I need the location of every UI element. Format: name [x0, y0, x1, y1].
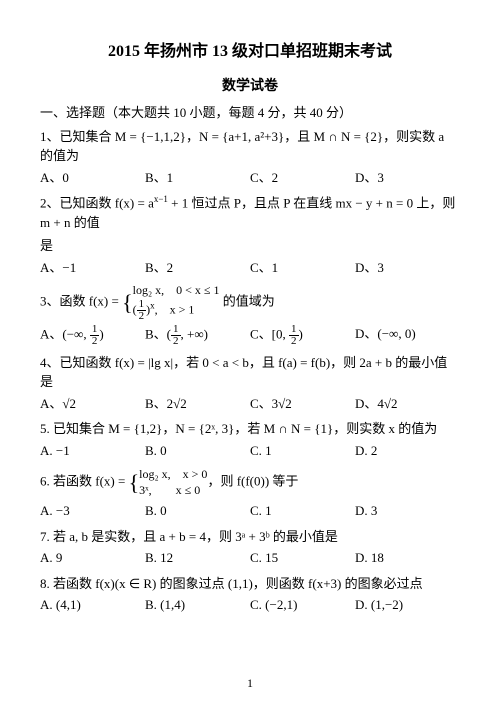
q3-opt-d: D、(−∞, 0): [355, 324, 460, 347]
q8-opt-a: A. (4,1): [40, 595, 145, 615]
q6-options: A. −3 B. 0 C. 1 D. 3: [40, 501, 460, 521]
section-1-heading: 一、选择题（本大题共 10 小题，每题 4 分，共 40 分）: [40, 103, 460, 123]
q7-opt-b: B. 12: [145, 548, 250, 568]
q5-stem: 5. 已知集合 M = {1,2}，N = {2ˣ, 3}，若 M ∩ N = …: [40, 419, 460, 439]
q6-piece-1: log₂ x, x > 0: [139, 467, 207, 483]
q4-opt-d: D、4√2: [355, 394, 460, 414]
q3-a-a: A、(−∞,: [40, 326, 90, 341]
q4-opt-b: B、2√2: [145, 394, 250, 414]
q3-opt-a: A、(−∞, 12): [40, 324, 145, 347]
q3-c-b: ): [299, 326, 303, 341]
q3-b-a: B、(: [145, 326, 171, 341]
q4-opt-c: C、3√2: [250, 394, 355, 414]
q6-stem-b: ，则 f(f(0)) 等于: [207, 474, 298, 489]
q2-stem-c: 是: [40, 236, 460, 256]
q4-opt-a: A、√2: [40, 394, 145, 414]
q2-stem: 2、已知函数 f(x) = ax−1 + 1 恒过点 P，且点 P 在直线 mx…: [40, 193, 460, 232]
q2-opt-d: D、3: [355, 258, 460, 278]
q6-opt-c: C. 1: [250, 501, 355, 521]
q5-opt-b: B. 0: [145, 441, 250, 461]
q2-opt-b: B、2: [145, 258, 250, 278]
q4-options: A、√2 B、2√2 C、3√2 D、4√2: [40, 394, 460, 414]
q2-opt-c: C、1: [250, 258, 355, 278]
q6-piece-2: 3ˣ, x ≤ 0: [139, 483, 207, 499]
page-number: 1: [0, 674, 500, 692]
q6-opt-d: D. 3: [355, 501, 460, 521]
left-brace-icon: {: [122, 290, 133, 315]
q7-opt-a: A. 9: [40, 548, 145, 568]
left-brace-icon: {: [129, 470, 140, 495]
q8-opt-b: B. (1,4): [145, 595, 250, 615]
q3-piecewise: log₂ x, 0 < x ≤ 1 (12)x, x > 1: [133, 283, 220, 322]
q5-opt-a: A. −1: [40, 441, 145, 461]
q2-options: A、−1 B、2 C、1 D、3: [40, 258, 460, 278]
q3-piece-2: (12)x, x > 1: [133, 299, 220, 322]
q1-opt-c: C、2: [250, 168, 355, 188]
q5-opt-d: D. 2: [355, 441, 460, 461]
q5-options: A. −1 B. 0 C. 1 D. 2: [40, 441, 460, 461]
q5-opt-c: C. 1: [250, 441, 355, 461]
q8-stem: 8. 若函数 f(x)(x ∈ R) 的图象过点 (1,1)，则函数 f(x+3…: [40, 574, 460, 594]
q1-options: A、0 B、1 C、2 D、3: [40, 168, 460, 188]
q7-opt-d: D. 18: [355, 548, 460, 568]
q3-stem-a: 3、函数 f(x) =: [40, 294, 122, 309]
exam-subtitle: 数学试卷: [40, 76, 460, 97]
q3-p2tail: , x > 1: [155, 302, 195, 316]
q3-c-a: C、[0,: [250, 326, 289, 341]
q3-piece-1: log₂ x, 0 < x ≤ 1: [133, 283, 220, 299]
q2-opt-a: A、−1: [40, 258, 145, 278]
q7-stem: 7. 若 a, b 是实数，且 a + b = 4，则 3ᵃ + 3ᵇ 的最小值…: [40, 527, 460, 547]
q3-a-b: ): [99, 326, 103, 341]
q7-options: A. 9 B. 12 C. 15 D. 18: [40, 548, 460, 568]
q6-piecewise: log₂ x, x > 0 3ˣ, x ≤ 0: [139, 467, 207, 498]
q6-opt-a: A. −3: [40, 501, 145, 521]
q6-opt-b: B. 0: [145, 501, 250, 521]
q4-stem: 4、已知函数 f(x) = |lg x|，若 0 < a < b，且 f(a) …: [40, 353, 460, 392]
q3-opt-b: B、(12, +∞): [145, 324, 250, 347]
q3-options: A、(−∞, 12) B、(12, +∞) C、[0, 12) D、(−∞, 0…: [40, 324, 460, 347]
q6-stem: 6. 若函数 f(x) = { log₂ x, x > 0 3ˣ, x ≤ 0 …: [40, 466, 460, 499]
q2-stem-a: 2、已知函数 f(x) = a: [40, 195, 154, 210]
q1-stem: 1、已知集合 M = {−1,1,2}，N = {a+1, a²+3}，且 M …: [40, 127, 460, 166]
q8-opt-d: D. (1,−2): [355, 595, 460, 615]
q7-opt-c: C. 15: [250, 548, 355, 568]
q1-opt-b: B、1: [145, 168, 250, 188]
q3-stem: 3、函数 f(x) = { log₂ x, 0 < x ≤ 1 (12)x, x…: [40, 283, 460, 322]
q1-opt-d: D、3: [355, 168, 460, 188]
q6-stem-a: 6. 若函数 f(x) =: [40, 474, 129, 489]
q3-opt-c: C、[0, 12): [250, 324, 355, 347]
q3-stem-b: 的值域为: [220, 294, 275, 309]
exam-title: 2015 年扬州市 13 级对口单招班期末考试: [40, 40, 460, 64]
q8-opt-c: C. (−2,1): [250, 595, 355, 615]
q1-opt-a: A、0: [40, 168, 145, 188]
q3-b-b: , +∞): [181, 326, 208, 341]
q8-options: A. (4,1) B. (1,4) C. (−2,1) D. (1,−2): [40, 595, 460, 615]
